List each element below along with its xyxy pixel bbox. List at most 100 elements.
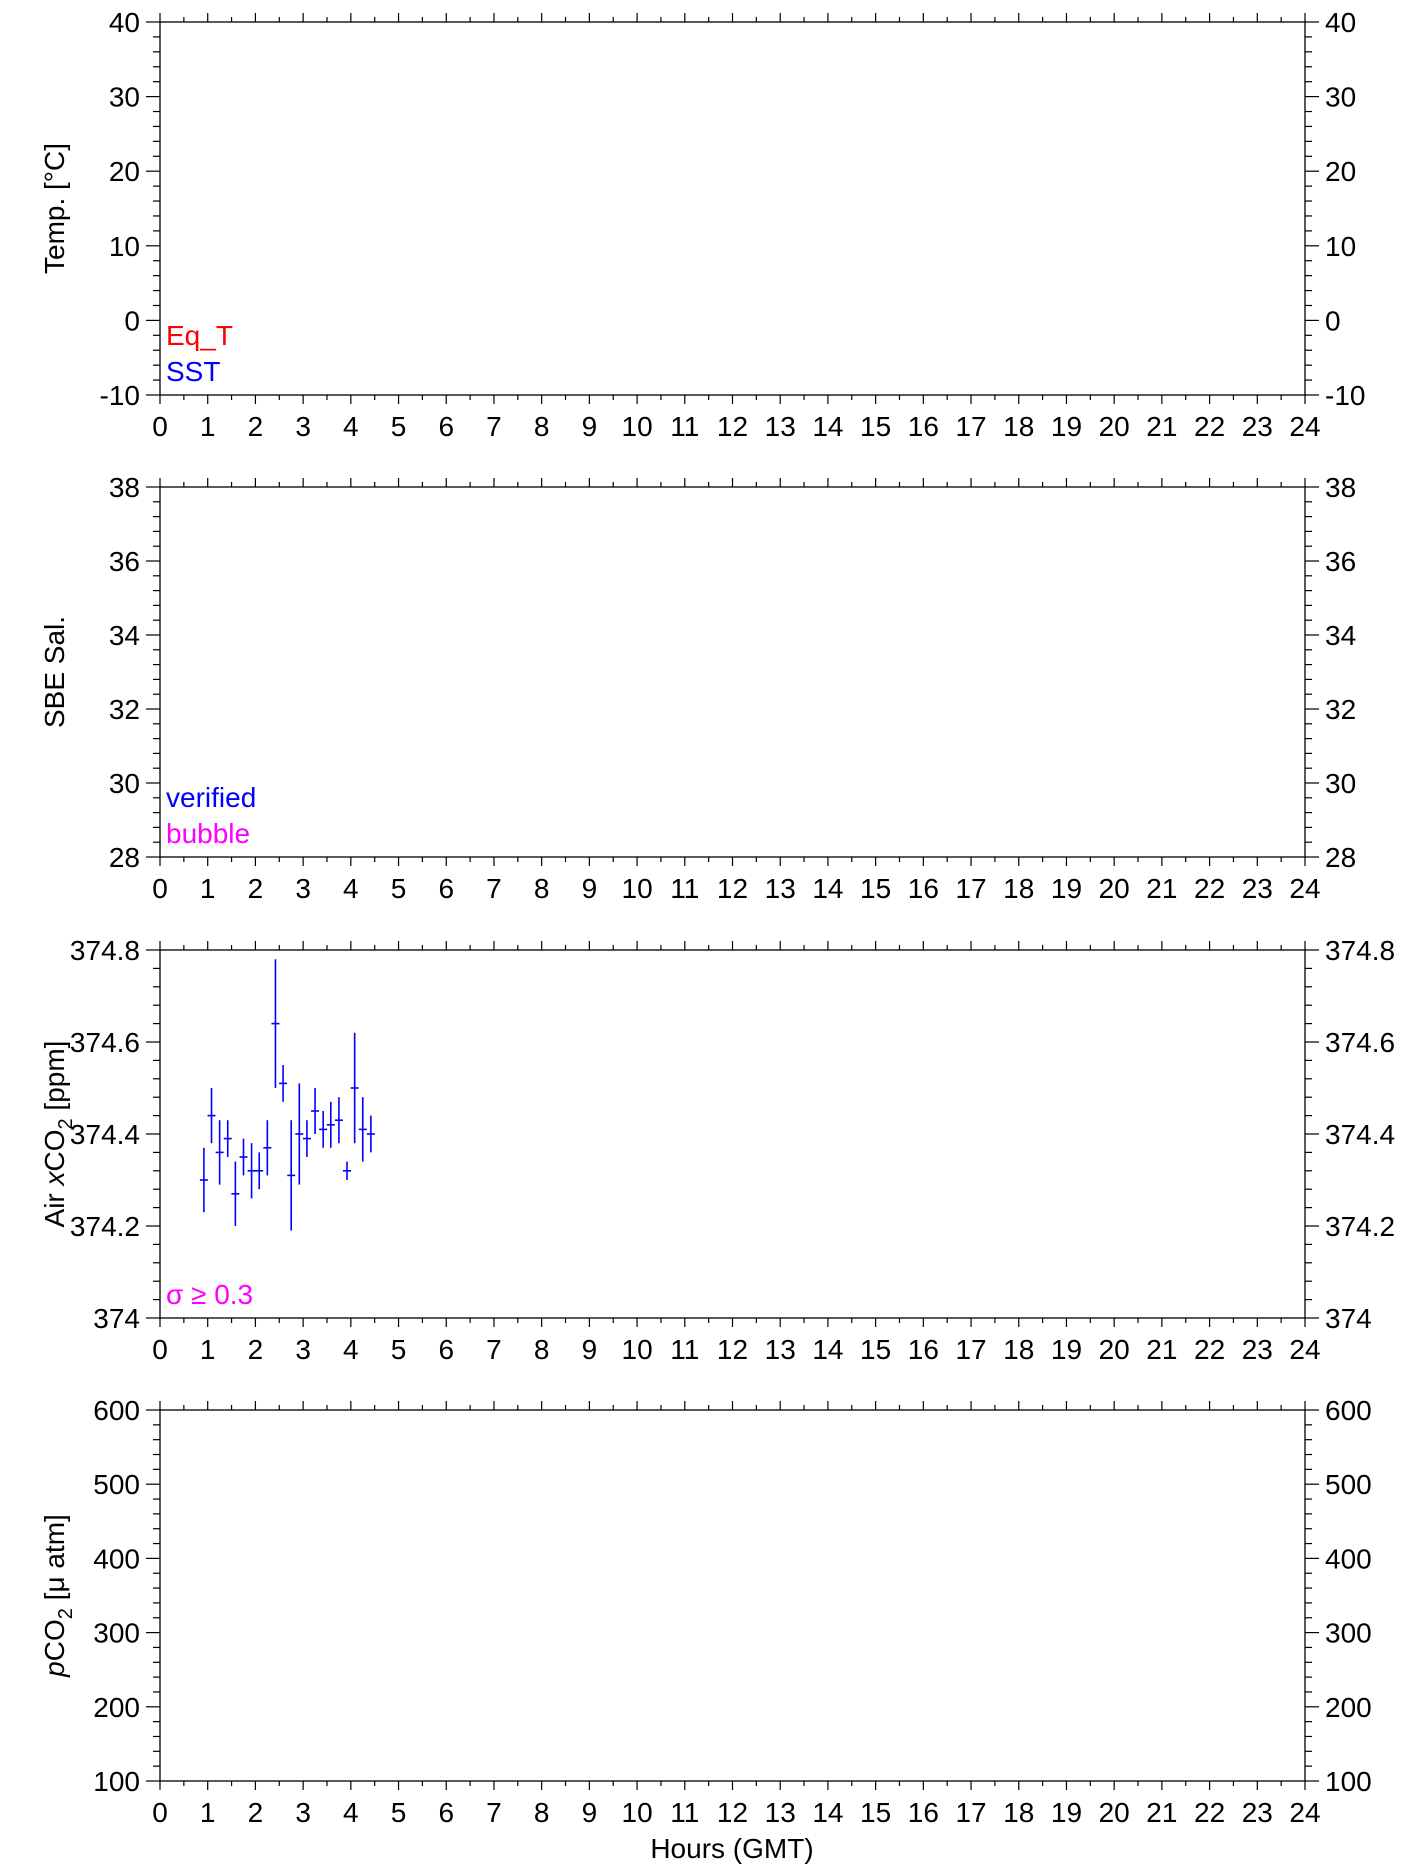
y-tick-label-left: 300	[93, 1618, 140, 1649]
y-axis-title-part: p	[39, 1661, 70, 1678]
x-tick-label: 0	[152, 1334, 168, 1365]
x-tick-label: 12	[717, 411, 748, 442]
x-tick-label: 9	[582, 1334, 598, 1365]
x-tick-label: 19	[1051, 411, 1082, 442]
y-tick-label-right: 374	[1325, 1303, 1372, 1334]
x-tick-label: 2	[248, 411, 264, 442]
y-tick-label-right: 28	[1325, 842, 1356, 873]
y-tick-label-left: 374.8	[70, 935, 140, 966]
x-tick-label: 6	[438, 411, 454, 442]
x-axis-title: Hours (GMT)	[650, 1833, 813, 1864]
x-tick-label: 11	[670, 1797, 699, 1828]
x-tick-label: 12	[717, 873, 748, 904]
x-tick-label: 5	[391, 411, 407, 442]
x-tick-label: 13	[765, 1334, 796, 1365]
x-tick-label: 16	[908, 411, 939, 442]
x-tick-label: 16	[908, 1334, 939, 1365]
y-tick-label-right: 374.4	[1325, 1119, 1395, 1150]
y-tick-label-left: 400	[93, 1543, 140, 1574]
x-tick-label: 5	[391, 1797, 407, 1828]
y-tick-label-left: 20	[109, 156, 140, 187]
x-tick-label: 0	[152, 1797, 168, 1828]
x-tick-label: 22	[1194, 1797, 1225, 1828]
x-tick-label: 5	[391, 1334, 407, 1365]
y-tick-label-right: 40	[1325, 7, 1356, 38]
x-tick-label: 18	[1003, 411, 1034, 442]
y-tick-label-right: 500	[1325, 1469, 1372, 1500]
plot-frame	[159, 1409, 1306, 1782]
x-tick-label: 2	[248, 1797, 264, 1828]
x-tick-label: 9	[582, 873, 598, 904]
x-tick-label: 14	[812, 873, 843, 904]
y-tick-label-left: 500	[93, 1469, 140, 1500]
x-tick-label: 2	[248, 1334, 264, 1365]
x-tick-label: 8	[534, 1797, 550, 1828]
x-tick-label: 19	[1051, 873, 1082, 904]
x-tick-label: 24	[1289, 411, 1320, 442]
y-axis-title-part: x	[39, 1170, 70, 1187]
y-axis-title-part: CO	[39, 1129, 70, 1171]
x-tick-label: 1	[200, 873, 216, 904]
x-tick-label: 1	[200, 1334, 216, 1365]
y-tick-label-left: 200	[93, 1692, 140, 1723]
x-tick-label: 1	[200, 411, 216, 442]
y-tick-label-right: 10	[1325, 231, 1356, 262]
y-axis-title-part: 2	[55, 1608, 77, 1619]
x-tick-label: 7	[486, 411, 502, 442]
x-tick-label: 10	[622, 1797, 653, 1828]
x-tick-label: 21	[1146, 411, 1177, 442]
pco2-panel: 0 1 2 3 4 5 6 7 8 9 10 11 12 13 14 15 16 17 18 19 20 21 22 23 24…	[39, 1395, 1372, 1828]
x-tick-label: 3	[295, 1334, 311, 1365]
x-tick-label: 8	[534, 411, 550, 442]
y-tick-label-right: 374.2	[1325, 1211, 1395, 1242]
x-tick-label: 12	[717, 1797, 748, 1828]
y-axis-title-part: [ppm]	[39, 1041, 70, 1119]
x-tick-label: 17	[955, 1797, 986, 1828]
y-axis-title-part: 2	[55, 1118, 77, 1129]
x-tick-label: 18	[1003, 1797, 1034, 1828]
x-tick-label: 22	[1194, 873, 1225, 904]
x-tick-label: 9	[582, 1797, 598, 1828]
y-tick-label-right: -10	[1325, 380, 1365, 411]
x-tick-label: 7	[486, 1797, 502, 1828]
y-axis-title-part: CO	[39, 1619, 70, 1661]
y-tick-label-left: 40	[109, 7, 140, 38]
x-tick-label: 3	[295, 411, 311, 442]
x-tick-label: 17	[955, 411, 986, 442]
x-tick-label: 24	[1289, 873, 1320, 904]
x-tick-label: 6	[438, 1797, 454, 1828]
temperature-panel: 0 1 2 3 4 5 6 7 8 9 10 11 12 13 14 15 16 17 18 19 20 21 22 23 24…	[39, 7, 1365, 442]
y-tick-label-left: 0	[124, 305, 140, 336]
y-tick-label-left: 374	[93, 1303, 140, 1334]
y-tick-label-right: 30	[1325, 82, 1356, 113]
x-tick-label: 21	[1146, 1334, 1177, 1365]
y-tick-label-left: 100	[93, 1766, 140, 1797]
x-tick-label: 6	[438, 873, 454, 904]
x-tick-label: 17	[955, 873, 986, 904]
x-tick-label: 14	[812, 1334, 843, 1365]
x-tick-label: 10	[622, 411, 653, 442]
x-tick-label: 21	[1146, 873, 1177, 904]
y-tick-label-right: 20	[1325, 156, 1356, 187]
y-tick-label-right: 30	[1325, 768, 1356, 799]
x-tick-label: 8	[534, 1334, 550, 1365]
x-tick-label: 2	[248, 873, 264, 904]
y-tick-label-right: 32	[1325, 694, 1356, 725]
x-tick-label: 16	[908, 1797, 939, 1828]
x-tick-label: 23	[1242, 1334, 1273, 1365]
y-axis-title-part: Air	[39, 1185, 70, 1227]
y-tick-label-left: 32	[109, 694, 140, 725]
y-tick-label-right: 34	[1325, 620, 1356, 651]
x-tick-label: 24	[1289, 1334, 1320, 1365]
x-tick-label: 23	[1242, 1797, 1273, 1828]
x-tick-label: 8	[534, 873, 550, 904]
x-tick-label: 13	[765, 411, 796, 442]
y-tick-label-right: 374.8	[1325, 935, 1395, 966]
x-tick-label: 23	[1242, 873, 1273, 904]
y-tick-label-left: -10	[100, 380, 140, 411]
y-tick-label-right: 38	[1325, 472, 1356, 503]
y-axis-title: Temp. [°C]	[39, 143, 70, 274]
legend-entry: Eq_T	[166, 320, 233, 351]
x-tick-label: 20	[1099, 873, 1130, 904]
y-tick-label-left: 374.6	[70, 1027, 140, 1058]
